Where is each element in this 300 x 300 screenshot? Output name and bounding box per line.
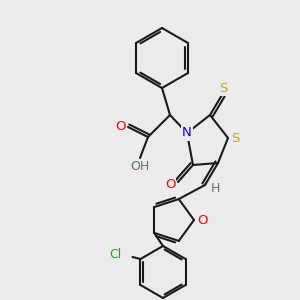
Text: H: H bbox=[210, 182, 220, 194]
Text: O: O bbox=[197, 214, 207, 226]
Text: S: S bbox=[219, 82, 227, 94]
Text: O: O bbox=[165, 178, 175, 190]
Text: S: S bbox=[231, 131, 239, 145]
Text: OH: OH bbox=[130, 160, 150, 172]
Text: N: N bbox=[182, 127, 192, 140]
Text: Cl: Cl bbox=[110, 248, 122, 260]
Text: O: O bbox=[116, 121, 126, 134]
